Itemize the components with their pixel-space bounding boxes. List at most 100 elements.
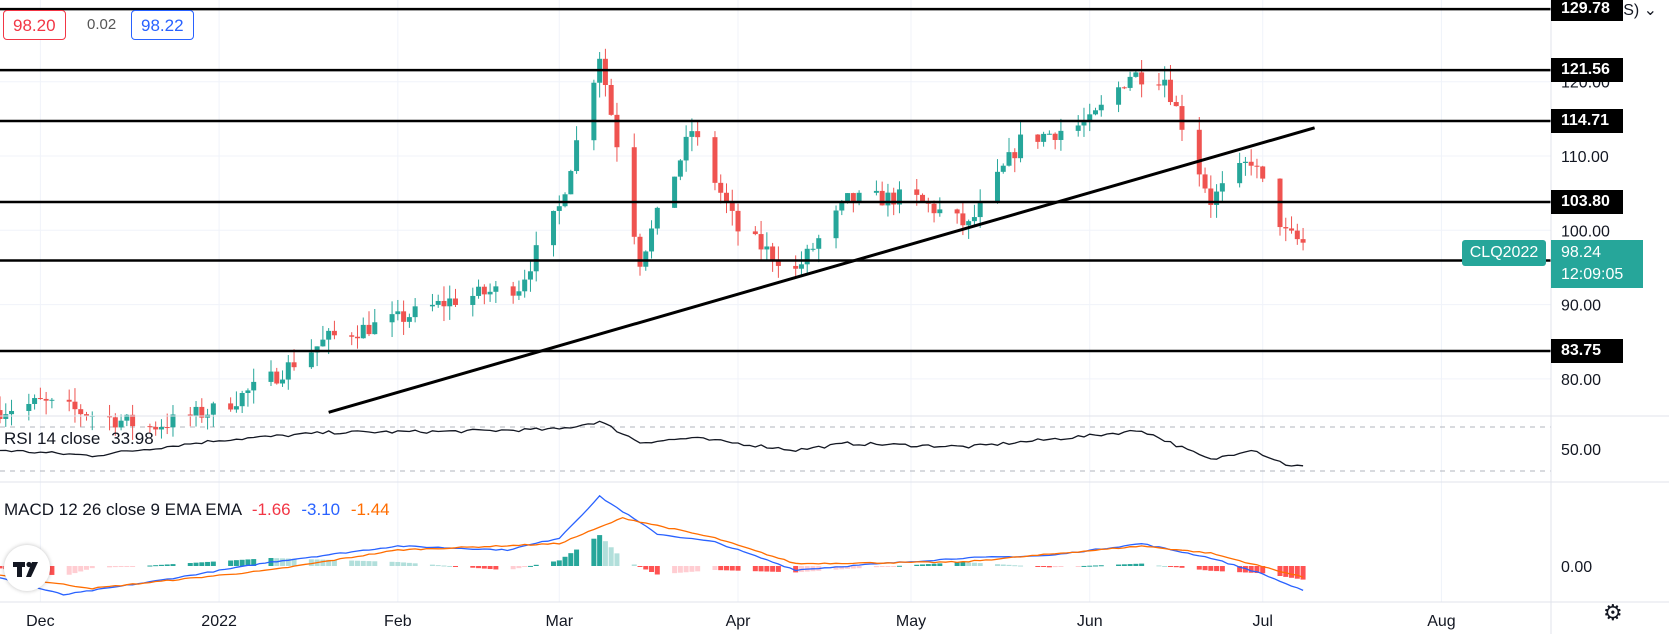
candle-body	[1006, 152, 1012, 166]
candle-body	[1237, 163, 1243, 184]
trendline[interactable]	[328, 126, 1316, 414]
candle-body	[199, 406, 205, 418]
candle-body	[487, 291, 493, 295]
macd-histogram-bar	[205, 561, 211, 566]
candle-body	[856, 192, 862, 203]
pane-separators[interactable]	[0, 415, 1669, 603]
candle-body	[395, 311, 401, 315]
time-tick-label: 2022	[201, 613, 237, 630]
time-tick-label: Feb	[384, 613, 412, 630]
macd-histogram-bar	[447, 565, 453, 567]
candle-body	[954, 209, 960, 214]
candle-body	[1046, 133, 1052, 135]
candle-body	[1260, 166, 1266, 179]
candle-body	[994, 171, 1000, 202]
candle-body	[527, 271, 533, 280]
macd-histogram-bar	[1012, 565, 1018, 567]
candle-body	[3, 414, 9, 419]
time-tick-label: Mar	[546, 613, 574, 630]
candle-body	[920, 194, 926, 202]
macd-histogram-bar	[770, 566, 776, 572]
macd-histogram-bar	[170, 564, 176, 566]
candle-body	[649, 228, 655, 252]
rsi-value: 33.98	[111, 429, 154, 448]
macd-histogram-bar	[1058, 566, 1064, 567]
macd-histogram-bar	[493, 566, 499, 570]
candle-body	[1116, 87, 1122, 105]
candle-body	[210, 403, 216, 415]
macd-histogram-bar	[1219, 566, 1225, 572]
candle-body	[533, 245, 539, 272]
candle-body	[372, 322, 378, 335]
macd-histogram-bar	[193, 562, 199, 566]
macd-histogram-bar	[389, 561, 395, 566]
macd-legend[interactable]: MACD 12 26 close 9 EMA EMA -1.66 -3.10 -…	[4, 500, 390, 520]
candle-body	[83, 414, 89, 417]
macd-tick-label: 0.00	[1561, 559, 1592, 576]
candle-body	[845, 193, 851, 202]
candle-body	[78, 409, 84, 415]
macd-histogram-bar	[187, 563, 193, 566]
tradingview-logo-icon[interactable]	[4, 545, 50, 591]
settings-gear-icon[interactable]: ⚙	[1603, 600, 1623, 625]
macd-histogram-bar	[1041, 566, 1047, 567]
candle-body	[124, 414, 130, 421]
rsi-band	[0, 426, 1551, 472]
last-price: 98.24	[1561, 244, 1602, 261]
candle-body	[314, 346, 320, 353]
candle-body	[914, 189, 920, 195]
candle-body	[879, 190, 885, 206]
macd-histogram-bar	[1294, 566, 1300, 579]
macd-histogram-bar	[412, 563, 418, 566]
macd-histogram-bar	[631, 564, 637, 566]
macd-histogram-bar	[764, 566, 770, 572]
candle-body	[1075, 125, 1081, 131]
rsi-legend[interactable]: RSI 14 close 33.98	[4, 429, 154, 449]
macd-histogram-bar	[1000, 564, 1006, 566]
macd-histogram-bar	[649, 566, 655, 572]
candle-body	[66, 399, 72, 402]
macd-histogram-bar	[966, 562, 972, 566]
macd-histogram-bar	[354, 560, 360, 566]
macd-histogram-bar	[551, 561, 557, 566]
candle-body	[816, 238, 822, 249]
macd-histogram-bar	[1121, 564, 1127, 566]
candle-body	[233, 406, 239, 410]
candle-body	[1208, 188, 1214, 205]
candle-body	[729, 202, 735, 211]
macd-line-value: -3.10	[301, 500, 341, 519]
macd-histogram-bar	[1162, 566, 1168, 567]
candle-body	[654, 207, 660, 229]
candle-body	[793, 265, 799, 269]
candle-body	[112, 417, 118, 428]
macd-histogram-bar	[971, 562, 977, 566]
candle-body	[118, 420, 124, 428]
macd-histogram-bar	[527, 565, 533, 567]
macd-histogram-bar	[1075, 566, 1081, 567]
macd-histogram-bar	[1127, 564, 1133, 566]
bar-countdown: 12:09:05	[1561, 266, 1624, 283]
macd-histogram-bar	[1254, 566, 1260, 574]
bid-price-button[interactable]: 98.20	[3, 10, 66, 40]
macd-histogram-bar	[66, 566, 72, 575]
candle-body	[712, 137, 718, 183]
axes: 80.0090.00100.00110.00120.0050.000.00Dec…	[26, 0, 1610, 634]
macd-hist-value: -1.66	[251, 500, 291, 519]
macd-histogram-bar	[1116, 564, 1122, 566]
macd-histogram-bar	[510, 566, 516, 570]
candle-body	[251, 381, 257, 391]
macd-histogram-bar	[153, 565, 159, 567]
candle-body	[798, 264, 804, 269]
macd-histogram-bar	[574, 549, 580, 566]
macd-histogram	[0, 535, 1306, 580]
ask-price-button[interactable]: 98.22	[131, 10, 194, 40]
candle-body	[1139, 72, 1145, 85]
candle-body	[723, 192, 729, 203]
candle-body	[1052, 133, 1058, 140]
candle-body	[1041, 133, 1047, 142]
macd-histogram-bar	[960, 562, 966, 566]
macd-histogram-bar	[879, 566, 885, 567]
horizontal-levels[interactable]	[0, 7, 1551, 353]
macd-histogram-bar	[320, 559, 326, 566]
